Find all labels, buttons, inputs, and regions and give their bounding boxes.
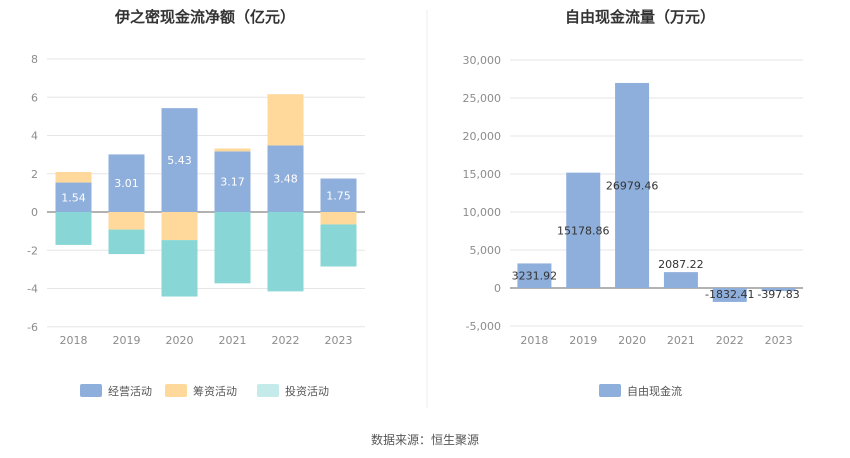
right-x-tick-label: 2018 xyxy=(520,334,548,347)
right-x-tick-label: 2021 xyxy=(667,334,695,347)
right-bars xyxy=(517,82,796,302)
left-y-tick-label: 4 xyxy=(31,130,38,143)
right-y-tick-label: 20,000 xyxy=(463,130,502,143)
left-y-tick-label: -2 xyxy=(27,244,38,257)
left-bar-financing-2019 xyxy=(108,212,145,230)
right-y-tick-label: 15,000 xyxy=(463,168,502,181)
left-bar-operating-2020 xyxy=(161,108,198,212)
left-x-tick-label: 2023 xyxy=(325,334,353,347)
left-legend-label: 经营活动 xyxy=(108,384,152,398)
right-y-tick-label: 25,000 xyxy=(463,92,502,105)
right-x-tick-label: 2019 xyxy=(569,334,597,347)
right-y-tick-label: 10,000 xyxy=(463,206,502,219)
right-bar-value-label: 2087.22 xyxy=(658,258,704,271)
left-chart-title: 伊之密现金流净额（亿元） xyxy=(114,8,295,26)
left-legend-swatch xyxy=(257,384,279,397)
left-x-tick-label: 2022 xyxy=(272,334,300,347)
left-y-tick-label: 2 xyxy=(31,168,38,181)
left-bar-value-label: 3.48 xyxy=(273,173,298,186)
right-bar-free-cash-flow-2023 xyxy=(761,288,796,292)
right-x-tick-label: 2022 xyxy=(716,334,744,347)
left-legend-swatch xyxy=(165,384,187,397)
left-bar-value-label: 1.54 xyxy=(61,191,86,204)
left-x-tick-label: 2021 xyxy=(219,334,247,347)
left-bar-operating-2019 xyxy=(108,154,145,212)
right-bar-free-cash-flow-2019 xyxy=(566,172,601,288)
left-y-tick-label: -4 xyxy=(27,283,38,296)
left-legend: 经营活动 筹资活动 投资活动 xyxy=(80,384,329,398)
left-data-labels: 1.54 3.01 5.43 3.17 3.48 1.75 xyxy=(61,154,351,204)
left-bar-investing-2019 xyxy=(108,229,145,255)
left-legend-label: 投资活动 xyxy=(285,384,329,398)
left-bar-operating-2018 xyxy=(55,182,92,212)
right-bar-free-cash-flow-2022 xyxy=(712,288,747,302)
left-legend-label: 筹资活动 xyxy=(193,384,237,398)
right-bar-value-label: 3231.92 xyxy=(512,270,558,283)
left-bar-investing-2023 xyxy=(320,224,357,267)
left-y-tick-label: 6 xyxy=(31,91,38,104)
left-legend-swatch xyxy=(80,384,102,397)
right-bar-free-cash-flow-2021 xyxy=(663,272,698,288)
left-bar-investing-2021 xyxy=(214,212,251,284)
left-y-tick-label: 8 xyxy=(31,53,38,66)
right-bar-value-label: 15178.86 xyxy=(557,224,610,237)
left-bar-operating-2021 xyxy=(214,151,251,212)
left-grid: 8 6 4 2 0 -2 -4 -6 2018 2019 2020 2021 2022 2023 xyxy=(27,53,365,347)
right-bar-free-cash-flow-2020 xyxy=(615,82,650,288)
right-y-tick-label: 5,000 xyxy=(470,244,502,257)
right-y-tick-label: -5,000 xyxy=(466,320,501,333)
left-bar-financing-2020 xyxy=(161,212,198,241)
left-bar-operating-2022 xyxy=(267,145,304,212)
right-x-tick-label: 2020 xyxy=(618,334,646,347)
left-bar-value-label: 3.17 xyxy=(220,176,245,189)
right-y-tick-label: 0 xyxy=(494,282,501,295)
left-bar-value-label: 5.43 xyxy=(167,154,192,167)
right-legend: 自由现金流 xyxy=(599,384,682,398)
left-bars xyxy=(55,94,357,297)
left-y-tick-label: -6 xyxy=(27,321,38,334)
left-y-tick-label: 0 xyxy=(31,206,38,219)
data-source-note: 数据来源：恒生聚源 xyxy=(371,432,479,447)
left-x-tick-label: 2020 xyxy=(166,334,194,347)
right-x-tick-label: 2023 xyxy=(765,334,793,347)
left-bar-investing-2020 xyxy=(161,240,198,297)
right-legend-swatch xyxy=(599,384,621,397)
right-y-tick-label: 30,000 xyxy=(463,54,502,67)
right-bar-value-label: 26979.46 xyxy=(606,179,659,192)
left-bar-financing-2023 xyxy=(320,212,357,225)
left-x-tick-label: 2019 xyxy=(113,334,141,347)
left-bar-financing-2018 xyxy=(55,172,92,183)
right-chart-title: 自由现金流量（万元） xyxy=(565,8,715,26)
right-grid: 30,000 25,000 20,000 15,000 10,000 5,000 0 -5,0… xyxy=(463,54,803,347)
left-bar-operating-2023 xyxy=(320,178,357,212)
left-x-tick-label: 2018 xyxy=(60,334,88,347)
left-bar-financing-2022 xyxy=(267,94,304,146)
right-bar-free-cash-flow-2018 xyxy=(517,263,552,288)
right-bar-value-label: -397.83 xyxy=(757,288,799,301)
left-bar-value-label: 1.75 xyxy=(326,189,351,202)
left-bar-investing-2022 xyxy=(267,212,304,292)
left-bar-financing-2021 xyxy=(214,148,251,152)
left-bar-investing-2018 xyxy=(55,212,92,245)
right-data-labels: 3231.92 15178.86 26979.46 2087.22 -1832.41 -3… xyxy=(512,179,800,301)
right-legend-label: 自由现金流 xyxy=(627,384,682,398)
right-bar-value-label: -1832.41 xyxy=(705,288,754,301)
left-bar-value-label: 3.01 xyxy=(114,177,139,190)
